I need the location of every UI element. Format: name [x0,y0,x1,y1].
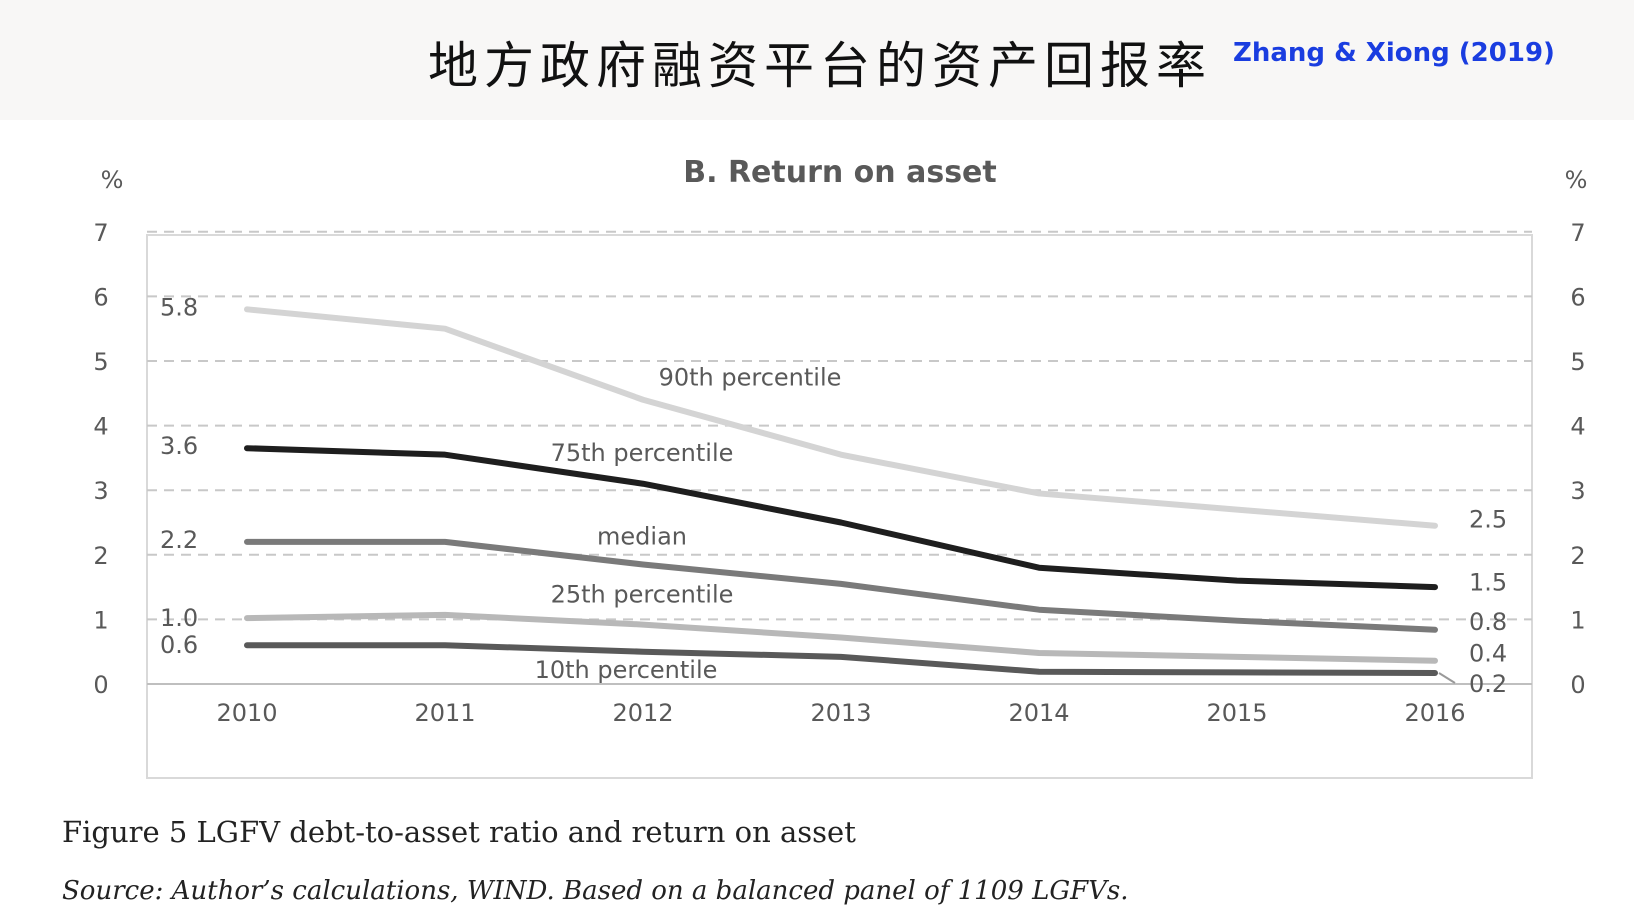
x-tick-2010: 2010 [216,699,277,727]
axes: 0 0 1 1 2 2 3 3 4 4 5 5 6 6 7 7 2010 2011 2012 2013 2014 2015… [93,219,1585,727]
start-label-p25: 1.0 [160,604,198,632]
y-tick-left-4: 4 [93,413,108,441]
y-tick-left-7: 7 [93,219,108,247]
series-name-median: median [597,522,687,550]
x-tick-2014: 2014 [1008,699,1069,727]
end-label-p75: 1.5 [1469,569,1507,597]
citation: Zhang & Xiong (2019) [1233,38,1555,68]
series-line-p90 [244,306,1438,529]
start-label-p10: 0.6 [160,631,198,659]
y-tick-left-6: 6 [93,283,108,311]
x-tick-2016: 2016 [1404,699,1465,727]
left-axis-unit: % [101,166,124,194]
series-name-p10: 10th percentile [535,656,718,684]
series-line-median [244,538,1438,633]
y-tick-right-6: 6 [1570,283,1585,311]
y-tick-left-0: 0 [93,671,108,699]
end-label-p90: 2.5 [1469,505,1507,533]
y-tick-right-5: 5 [1570,348,1585,376]
y-tick-right-2: 2 [1570,542,1585,570]
y-tick-left-2: 2 [93,542,108,570]
x-tick-2015: 2015 [1206,699,1267,727]
plot-frame [146,234,1533,779]
chart-title: B. Return on asset [683,155,997,190]
end-label-p10: 0.2 [1469,670,1507,698]
series-line-p10 [244,642,1438,677]
y-tick-right-7: 7 [1570,219,1585,247]
start-label-p75: 3.6 [160,432,198,460]
y-tick-right-0: 0 [1570,671,1585,699]
end-label-median: 0.8 [1469,608,1507,636]
y-tick-left-5: 5 [93,348,108,376]
start-label-median: 2.2 [160,526,198,554]
series-name-p75: 75th percentile [551,439,734,467]
p10-end-leader [1438,672,1456,684]
series-name-p90: 90th percentile [659,364,842,392]
series-lines [244,306,1438,677]
right-axis-unit: % [1565,166,1588,194]
y-tick-left-3: 3 [93,477,108,505]
series-labels: 5.8 3.6 2.2 1.00.6 2.5 1.5 0.8 0.40.2 90th perce… [160,293,1507,698]
series-name-p25: 25th percentile [551,581,734,609]
end-label-p25: 0.4 [1469,640,1507,668]
figure-caption: Figure 5 LGFV debt-to-asset ratio and re… [62,815,856,849]
gridlines [147,230,1532,621]
y-tick-right-1: 1 [1570,606,1585,634]
start-label-p90: 5.8 [160,293,198,321]
series-line-p25 [244,611,1438,664]
y-tick-left-1: 1 [93,606,108,634]
x-tick-2012: 2012 [612,699,673,727]
x-tick-2011: 2011 [414,699,475,727]
return-on-asset-chart: B. Return on asset % % 0 0 1 1 2 2 3 3 4 4 5 5 6 6 7 7 2… [93,155,1588,779]
x-tick-2013: 2013 [810,699,871,727]
title-band [0,0,1634,120]
slide-title: 地方政府融资平台的资产回报率 [428,37,1212,95]
y-tick-right-3: 3 [1570,477,1585,505]
figure-source: Source: Author’s calculations, WIND. Bas… [62,876,1129,906]
series-line-p75 [244,445,1438,591]
y-tick-right-4: 4 [1570,413,1585,441]
